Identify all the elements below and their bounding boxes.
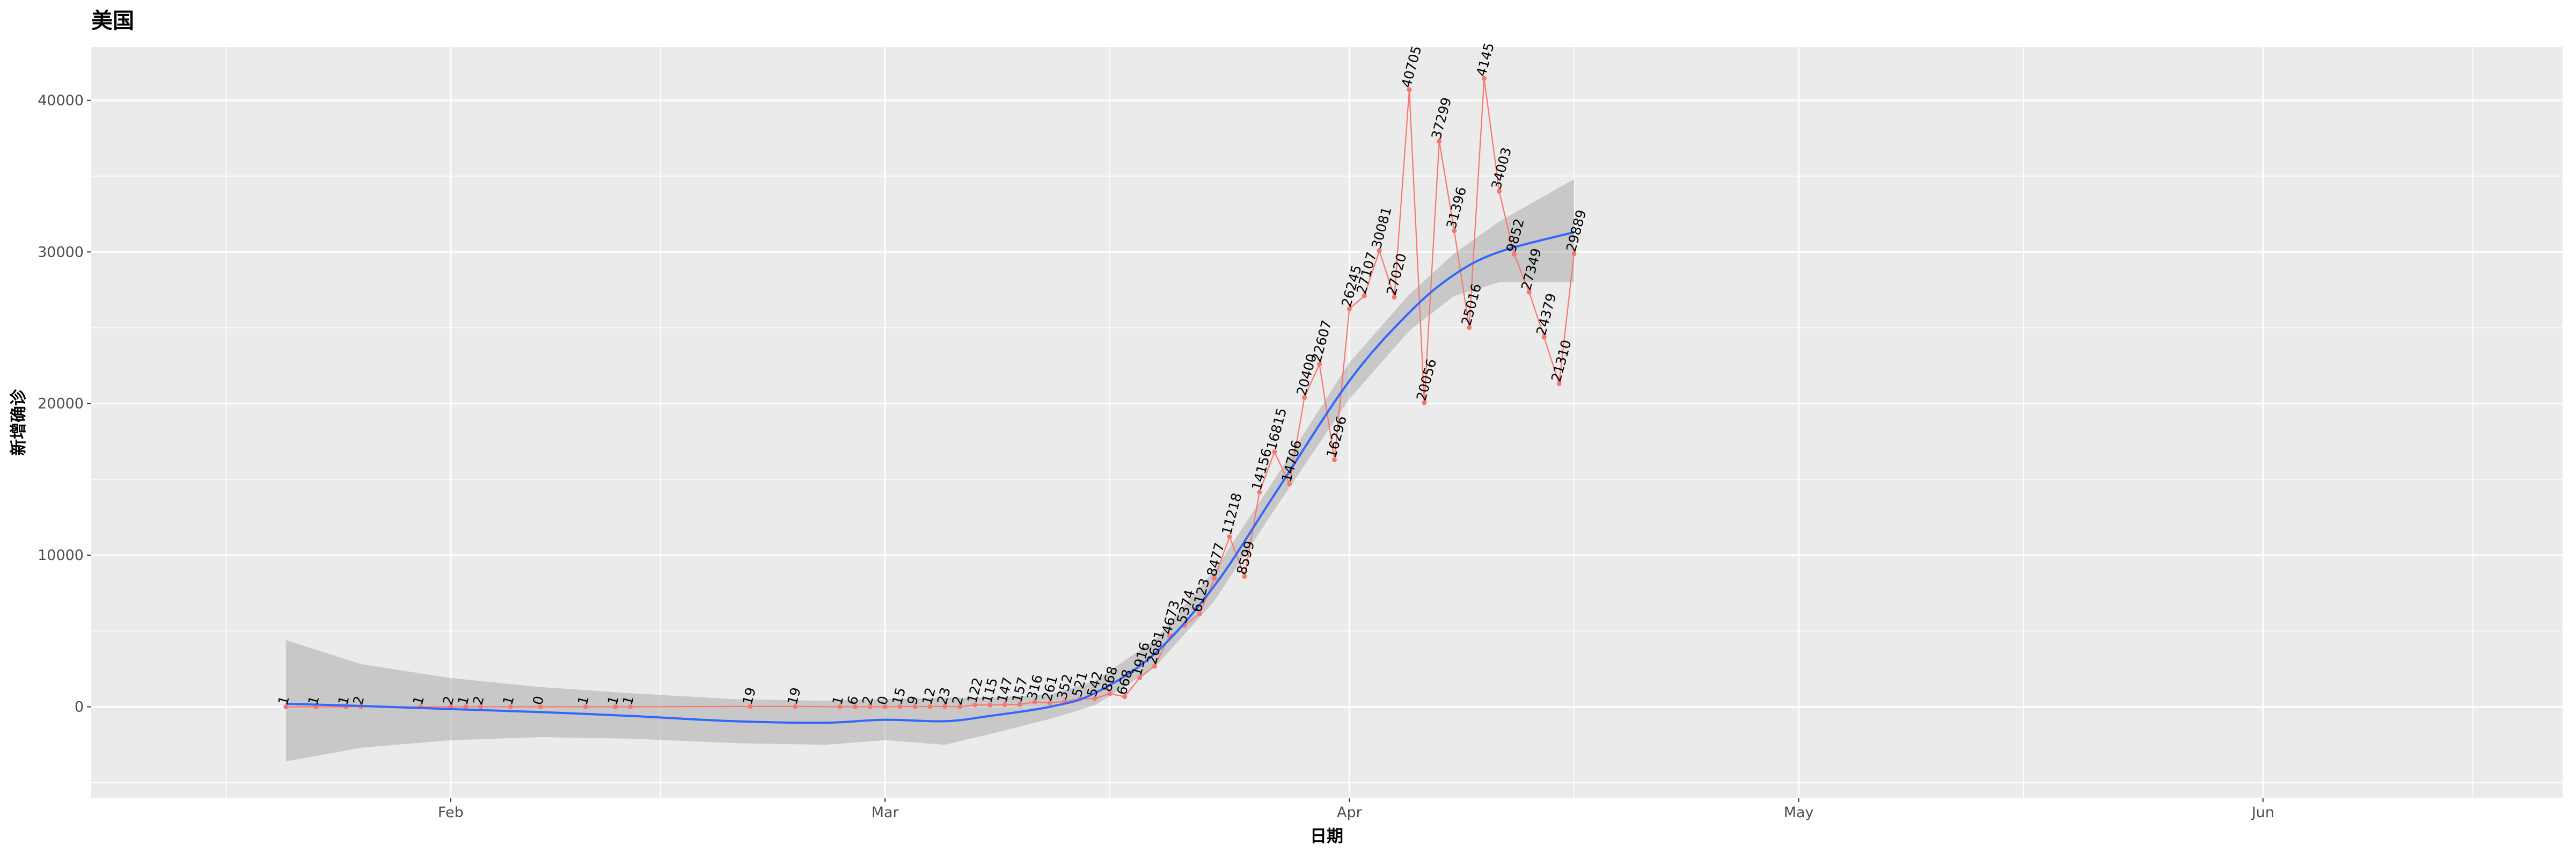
x-tick-label: Jun — [2251, 804, 2274, 821]
data-point — [583, 704, 588, 710]
x-tick-label: Feb — [438, 804, 464, 821]
x-tick-label: Mar — [872, 804, 899, 821]
data-point — [1032, 700, 1037, 705]
data-label: 1 — [829, 694, 846, 707]
data-point — [987, 702, 993, 708]
data-label: 1 — [455, 694, 472, 707]
data-point — [1152, 664, 1158, 669]
data-label: 2 — [440, 694, 457, 707]
data-point — [1556, 381, 1562, 387]
data-label: 0 — [530, 694, 547, 707]
data-label: 1 — [410, 694, 427, 707]
observed-series-layer — [283, 76, 1577, 710]
data-point — [1257, 490, 1262, 495]
data-point — [1272, 449, 1277, 455]
data-point — [508, 704, 513, 710]
data-label: 1 — [605, 694, 622, 707]
y-tick-label: 10000 — [38, 547, 84, 564]
data-point — [1197, 612, 1202, 617]
data-point — [1511, 251, 1517, 257]
y-axis-title: 新增确诊 — [9, 389, 28, 456]
y-axis: 0 10000 20000 30000 40000 — [38, 92, 91, 716]
data-point — [972, 702, 978, 708]
x-axis-title: 日期 — [1310, 827, 1343, 846]
data-point — [1331, 457, 1337, 462]
data-point — [1287, 481, 1292, 486]
data-point — [957, 704, 963, 709]
y-tick-label: 0 — [75, 699, 84, 716]
data-point — [1346, 306, 1352, 311]
data-point — [1092, 696, 1097, 701]
data-label: 2 — [859, 694, 876, 707]
data-point — [1212, 576, 1217, 581]
data-point — [1317, 361, 1322, 367]
data-point — [1496, 188, 1502, 194]
data-point — [1467, 325, 1472, 330]
data-point — [867, 704, 873, 709]
data-point — [793, 704, 798, 709]
data-point — [897, 704, 903, 709]
data-point — [852, 704, 858, 709]
x-axis: Feb Mar Apr May Jun — [438, 798, 2274, 821]
data-point — [1227, 534, 1232, 540]
data-label: 1 — [500, 694, 517, 707]
data-point — [1362, 293, 1367, 299]
data-point — [1002, 702, 1007, 707]
data-point — [1122, 694, 1128, 700]
data-point — [837, 704, 843, 710]
data-point — [1452, 228, 1457, 234]
confidence-ribbon-layer — [286, 179, 1574, 762]
grid — [91, 47, 2563, 798]
data-point — [882, 704, 888, 710]
x-tick-label: Apr — [1337, 804, 1363, 821]
data-label: 2 — [949, 694, 966, 707]
data-label: 9 — [904, 694, 921, 707]
data-label: 2 — [470, 694, 487, 707]
data-point — [1392, 294, 1397, 300]
chart-title: 美国 — [91, 9, 134, 33]
confidence-ribbon — [286, 179, 1574, 762]
data-label: 1 — [619, 694, 636, 707]
data-point — [1422, 400, 1427, 405]
y-tick-label: 20000 — [38, 396, 84, 412]
plot-panel — [91, 47, 2563, 798]
data-point — [1437, 139, 1442, 144]
data-point — [1137, 675, 1143, 680]
data-point — [1407, 87, 1412, 92]
data-point — [463, 704, 469, 710]
data-point — [748, 704, 753, 709]
data-point — [927, 704, 933, 709]
data-point — [1242, 574, 1247, 579]
data-point — [912, 704, 918, 709]
data-point — [478, 704, 484, 709]
y-tick-label: 30000 — [38, 244, 84, 260]
x-tick-label: May — [1784, 804, 1814, 821]
data-label: 0 — [874, 694, 891, 707]
data-point — [628, 704, 633, 710]
y-tick-label: 40000 — [38, 92, 84, 109]
smooth-series-layer — [286, 231, 1575, 724]
data-label: 6 — [844, 694, 861, 707]
data-label: 1 — [275, 694, 292, 707]
data-label: 2 — [350, 694, 367, 707]
data-label: 1 — [575, 694, 592, 707]
data-point — [283, 704, 289, 710]
data-point — [1541, 334, 1547, 340]
data-point — [1107, 691, 1113, 696]
data-point — [613, 704, 618, 710]
data-point — [942, 704, 948, 709]
data-label: 1 — [335, 694, 352, 707]
smooth-trend-line — [286, 231, 1575, 724]
data-point — [1571, 251, 1577, 256]
data-label: 1 — [305, 694, 322, 707]
data-point — [1302, 395, 1307, 400]
data-point — [538, 704, 543, 710]
data-point — [1047, 700, 1052, 705]
data-point — [1017, 702, 1022, 707]
data-point — [1526, 289, 1532, 295]
data-point — [1377, 248, 1382, 253]
data-point — [1482, 76, 1487, 81]
